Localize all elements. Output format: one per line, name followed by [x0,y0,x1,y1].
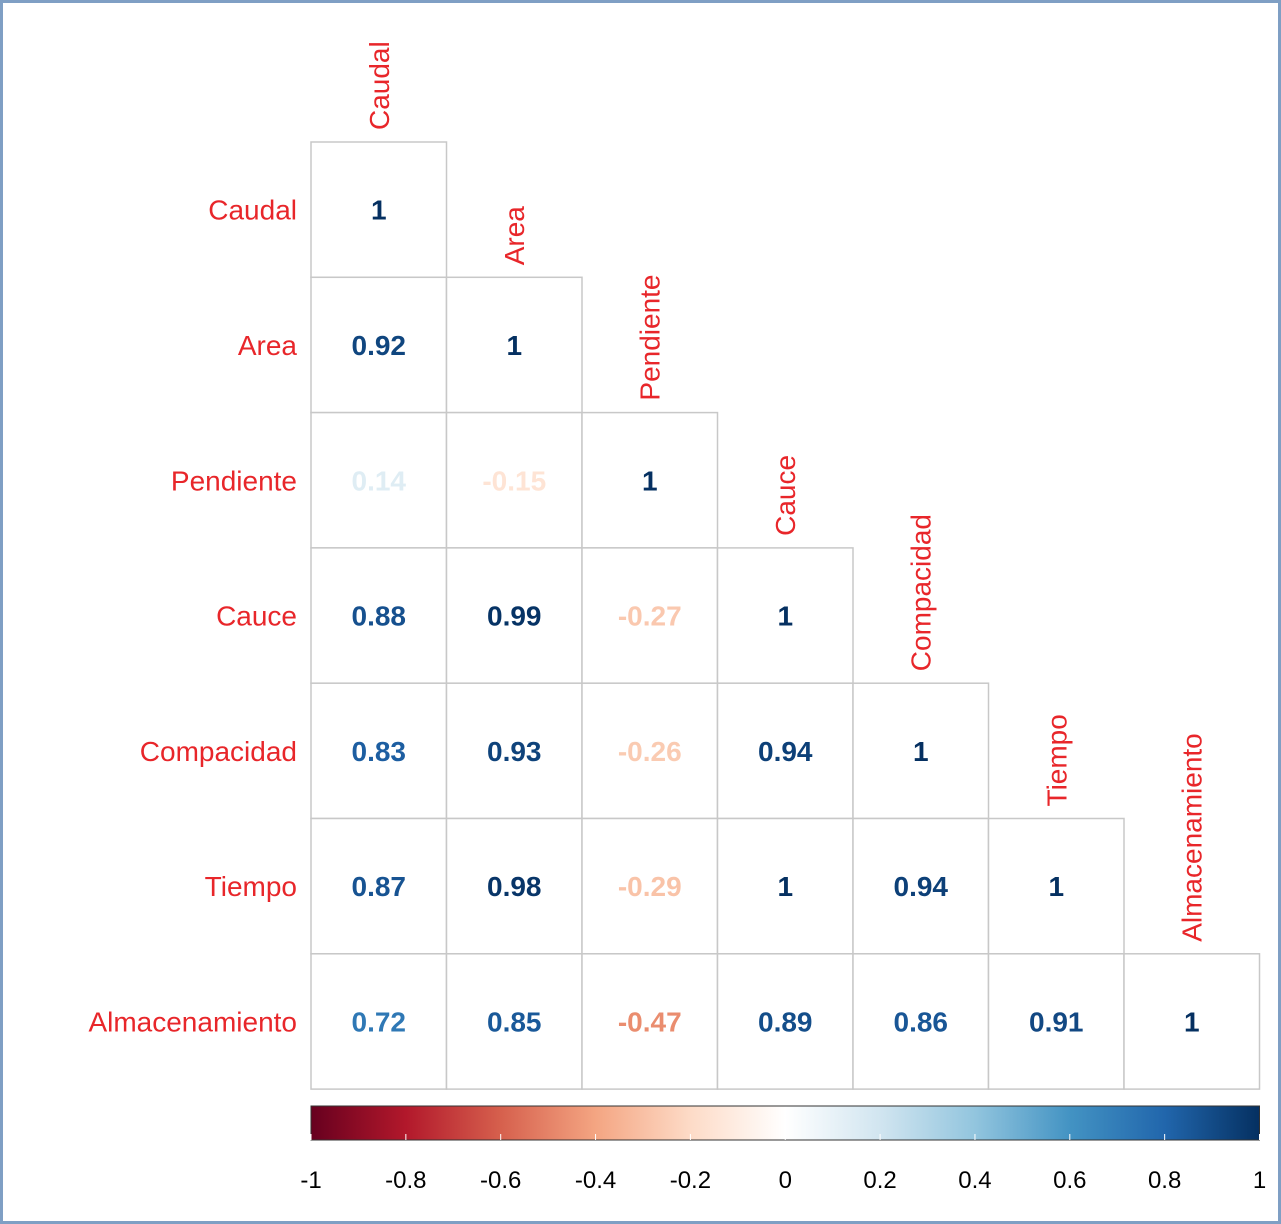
value-label-tiempo-pendiente: -0.29 [618,871,682,902]
value-label-tiempo-tiempo: 1 [1048,871,1064,902]
value-label-compacidad-cauce: 0.94 [758,736,813,767]
value-label-almacenamiento-area: 0.85 [487,1006,542,1037]
value-label-tiempo-cauce: 1 [777,871,793,902]
value-label-almacenamiento-pendiente: -0.47 [618,1006,682,1037]
colorbar-tick-label: 0 [779,1167,792,1194]
cell-almacenamiento-compacidad [852,953,990,1090]
colorbar-tick-label: 0.6 [1053,1167,1086,1194]
colorbar-tick-label: 0.8 [1148,1167,1181,1194]
cell-compacidad-pendiente [581,682,719,820]
cell-tiempo-cauce [716,817,854,955]
row-label-cauce: Cauce [216,601,297,632]
row-label-caudal: Caudal [208,195,297,226]
value-label-pendiente-pendiente: 1 [642,465,658,496]
value-label-compacidad-pendiente: -0.26 [618,736,682,767]
cell-compacidad-compacidad [852,682,990,820]
value-label-compacidad-compacidad: 1 [913,736,929,767]
cell-cauce-pendiente [581,547,719,684]
row-label-compacidad: Compacidad [140,736,297,767]
col-label-almacenamiento: Almacenamiento [1177,733,1208,942]
colorbar-tick-label: 0.2 [863,1167,896,1194]
colorbar-tick-label: -0.8 [385,1167,426,1194]
cell-cauce-caudal [310,547,448,684]
row-label-area: Area [238,330,298,361]
col-label-area: Area [499,206,530,266]
cell-tiempo-area [445,817,583,955]
cell-almacenamiento-pendiente [581,953,719,1090]
cell-pendiente-caudal [310,411,448,549]
col-label-compacidad: Compacidad [906,514,937,671]
value-label-pendiente-area: -0.15 [482,465,546,496]
cell-almacenamiento-almacenamiento [1123,953,1261,1090]
value-label-caudal-caudal: 1 [371,195,387,226]
colorbar-tick-label: -0.6 [480,1167,521,1194]
cell-area-caudal [310,276,448,414]
cell-tiempo-compacidad [852,817,990,955]
colorbar-tick-label: -0.4 [575,1167,616,1194]
cell-tiempo-caudal [310,817,448,955]
value-label-area-area: 1 [506,330,522,361]
value-label-almacenamiento-tiempo: 0.91 [1029,1006,1084,1037]
colorbar-tick-label: 0.4 [958,1167,991,1194]
value-label-almacenamiento-compacidad: 0.86 [894,1006,949,1037]
colorbar-tick-label: 1 [1253,1167,1266,1194]
col-label-pendiente: Pendiente [635,274,666,400]
cell-compacidad-area [445,682,583,820]
value-label-pendiente-caudal: 0.14 [352,465,407,496]
value-label-tiempo-caudal: 0.87 [352,871,407,902]
cell-almacenamiento-caudal [310,953,448,1090]
cell-tiempo-pendiente [581,817,719,955]
cell-cauce-cauce [716,547,854,684]
row-label-almacenamiento: Almacenamiento [88,1006,297,1037]
value-label-cauce-caudal: 0.88 [352,601,407,632]
col-label-caudal: Caudal [364,41,395,130]
col-label-cauce: Cauce [770,455,801,536]
value-label-almacenamiento-cauce: 0.89 [758,1006,813,1037]
value-label-compacidad-caudal: 0.83 [352,736,407,767]
cell-tiempo-tiempo [987,817,1125,955]
value-label-cauce-area: 0.99 [487,601,542,632]
value-label-cauce-pendiente: -0.27 [618,601,682,632]
value-label-cauce-cauce: 1 [777,601,793,632]
cell-area-area [445,276,583,414]
value-label-almacenamiento-caudal: 0.72 [352,1006,407,1037]
cell-caudal-caudal [310,141,448,279]
cell-pendiente-area [445,411,583,549]
row-label-tiempo: Tiempo [205,871,297,902]
cell-compacidad-cauce [716,682,854,820]
value-label-compacidad-area: 0.93 [487,736,542,767]
cell-compacidad-caudal [310,682,448,820]
cell-almacenamiento-tiempo [987,953,1125,1090]
colorbar-tick-label: -1 [300,1167,321,1194]
col-label-tiempo: Tiempo [1041,714,1072,806]
row-label-pendiente: Pendiente [171,465,297,496]
value-label-tiempo-compacidad: 0.94 [894,871,949,902]
value-label-tiempo-area: 0.98 [487,871,542,902]
value-label-almacenamiento-almacenamiento: 1 [1184,1006,1200,1037]
colorbar-tick-label: -0.2 [670,1167,711,1194]
value-label-area-caudal: 0.92 [352,330,407,361]
